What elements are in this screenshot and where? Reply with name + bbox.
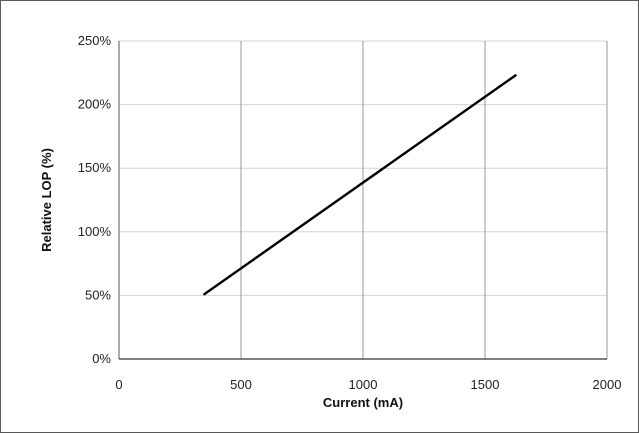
data-series	[203, 74, 517, 296]
axes	[118, 41, 607, 360]
x-axis-label: Current (mA)	[323, 395, 403, 410]
y-tick-label: 100%	[78, 224, 112, 239]
y-tick-label: 50%	[85, 287, 111, 302]
x-tick-label: 1000	[349, 377, 378, 392]
x-tick-label: 2000	[593, 377, 622, 392]
x-tick-label: 500	[230, 377, 252, 392]
grid-lines	[119, 40, 608, 359]
x-tick-label: 1500	[471, 377, 500, 392]
y-tick-label: 150%	[78, 160, 112, 175]
y-axis-label: Relative LOP (%)	[39, 148, 54, 252]
tick-labels: 0% 50% 100% 150% 200% 250% 0 500 1000 1500 2000	[78, 33, 622, 392]
series-line	[203, 74, 517, 296]
y-tick-label: 0%	[92, 351, 111, 366]
y-tick-label: 250%	[78, 33, 112, 48]
x-tick-label: 0	[115, 377, 122, 392]
y-tick-label: 200%	[78, 97, 112, 112]
